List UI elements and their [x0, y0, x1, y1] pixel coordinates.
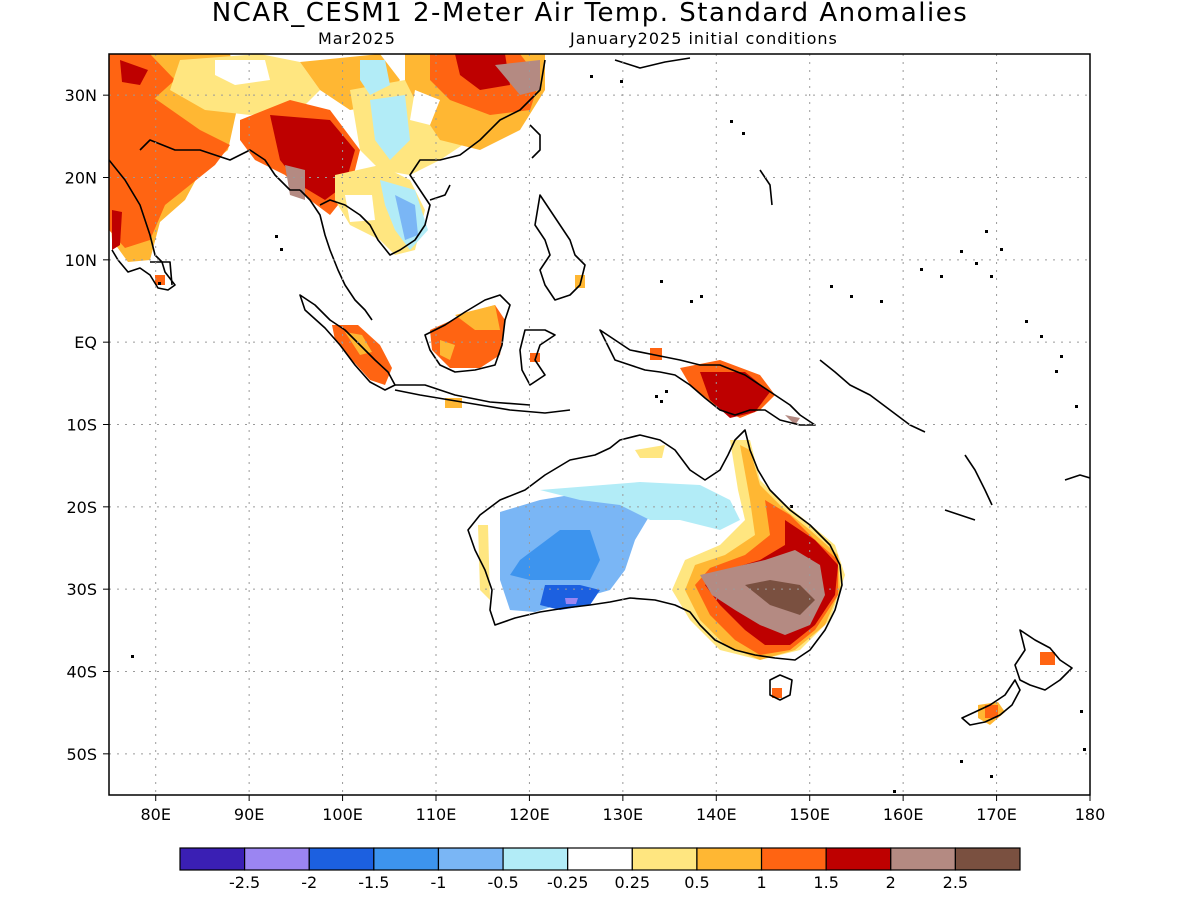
island-dot	[960, 760, 963, 763]
colorbar-swatch	[373, 847, 440, 871]
colorbar-swatch	[890, 847, 956, 871]
island-dot	[275, 235, 278, 238]
island-dot	[975, 262, 978, 265]
lat-tick-label: 20S	[66, 498, 97, 517]
island-dot	[1060, 355, 1063, 358]
lon-tick-label: 110E	[416, 805, 457, 824]
island-dot	[1040, 335, 1043, 338]
lat-tick-label: EQ	[74, 333, 97, 352]
lat-tick-label: 50S	[66, 745, 97, 764]
island-dot	[620, 80, 623, 83]
anomaly-shading	[109, 54, 1055, 725]
colorbar-swatch	[760, 847, 827, 871]
lon-tick-label: 80E	[140, 805, 170, 824]
colorbar-swatch	[437, 847, 504, 871]
colorbar-label: -2	[301, 873, 317, 892]
island-dot	[131, 655, 134, 658]
lon-tick-label: 130E	[603, 805, 644, 824]
colorbar-label: 0.25	[614, 873, 650, 892]
gridlines	[109, 54, 1090, 795]
island-dot	[1080, 710, 1083, 713]
colorbar-label: 0.5	[684, 873, 709, 892]
island-dot	[280, 248, 283, 251]
island-dot	[893, 790, 896, 793]
valid-month-label: Mar2025	[318, 29, 396, 48]
lon-tick-label: 140E	[696, 805, 737, 824]
colorbar-swatch	[244, 847, 310, 871]
colorbar-swatch	[308, 847, 375, 871]
longitude-tick-labels: 80E 90E 100E 110E 120E 130E 140E 150E 160E 170E 18…	[140, 795, 1105, 824]
island-dot	[742, 132, 745, 135]
colorbar-swatch	[179, 847, 246, 871]
island-dot	[655, 395, 658, 398]
island-dot	[985, 230, 988, 233]
island-dot	[920, 268, 923, 271]
color-scale-bar	[179, 847, 1021, 871]
lon-tick-label: 120E	[509, 805, 550, 824]
color-scale-labels: -2.5 -2 -1.5 -1 -0.5 -0.25 0.25 0.5 1 1.5 2 2.5	[229, 873, 968, 892]
coastlines	[109, 57, 1090, 726]
map-title: NCAR_CESM1 2-Meter Air Temp. Standard An…	[211, 0, 969, 28]
lat-tick-label: 30N	[65, 86, 97, 105]
colorbar-label: -0.25	[547, 873, 588, 892]
colorbar-swatch	[954, 847, 1021, 871]
lat-tick-label: 20N	[65, 169, 97, 188]
colorbar-label: 1.5	[813, 873, 838, 892]
island-dot	[1083, 748, 1086, 751]
colorbar-label: -1	[430, 873, 446, 892]
island-dot	[1025, 320, 1028, 323]
island-dot	[1075, 405, 1078, 408]
lat-tick-label: 10N	[65, 251, 97, 270]
island-dot	[1000, 248, 1003, 251]
colorbar-swatch	[696, 847, 763, 871]
lon-tick-label: 100E	[322, 805, 363, 824]
island-dot	[690, 300, 693, 303]
colorbar-label: -2.5	[229, 873, 260, 892]
island-dot	[660, 280, 663, 283]
island-markers	[131, 75, 1086, 793]
island-dot	[850, 295, 853, 298]
island-dot	[990, 775, 993, 778]
island-dot	[665, 390, 668, 393]
lon-tick-label: 160E	[883, 805, 924, 824]
island-dot	[1055, 370, 1058, 373]
latitude-tick-labels: 30N 20N 10N EQ 10S 20S 30S 40S 50S	[65, 86, 109, 764]
island-dot	[730, 120, 733, 123]
island-dot	[960, 250, 963, 253]
lon-tick-label: 90E	[234, 805, 264, 824]
colorbar-swatch	[825, 847, 892, 871]
island-dot	[158, 282, 161, 285]
init-conditions-label: January2025 initial conditions	[570, 29, 838, 48]
island-dot	[940, 275, 943, 278]
colorbar-swatch	[567, 847, 633, 871]
colorbar-swatch	[502, 847, 569, 871]
colorbar-label: -0.5	[487, 873, 518, 892]
lon-tick-label: 170E	[976, 805, 1017, 824]
colorbar-label: 1	[756, 873, 766, 892]
island-dot	[830, 285, 833, 288]
colorbar-label: 2	[886, 873, 896, 892]
colorbar-swatch	[631, 847, 698, 871]
lon-tick-label: 150E	[789, 805, 830, 824]
colorbar-label: -1.5	[358, 873, 389, 892]
island-dot	[990, 275, 993, 278]
island-dot	[590, 75, 593, 78]
island-dot	[880, 300, 883, 303]
island-dot	[660, 400, 663, 403]
lon-tick-label: 180	[1075, 805, 1106, 824]
lat-tick-label: 40S	[66, 663, 97, 682]
lat-tick-label: 10S	[66, 416, 97, 435]
island-dot	[700, 295, 703, 298]
lat-tick-label: 30S	[66, 580, 97, 599]
island-dot	[790, 505, 793, 508]
colorbar-label: 2.5	[943, 873, 968, 892]
